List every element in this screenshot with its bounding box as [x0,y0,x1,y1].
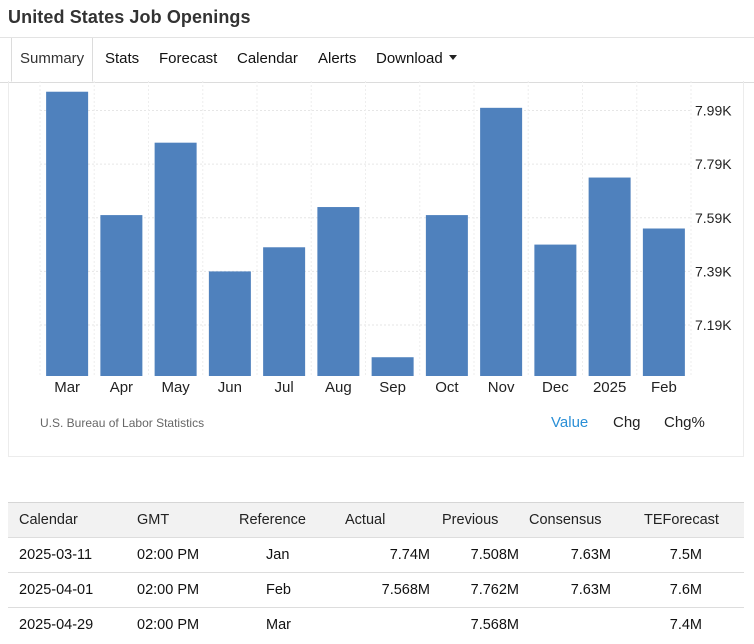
cell-previous: 7.568M [433,607,523,642]
cell-time: 02:00 PM [137,537,237,573]
tab-bar: Summary Stats Forecast Calendar Alerts D… [0,37,754,83]
bar-may[interactable] [154,142,197,376]
tab-download[interactable]: Download [376,38,457,82]
bar-mar[interactable] [46,91,89,377]
x-tick-label: May [161,379,190,396]
caret-down-icon [448,54,457,60]
cell-consensus: 7.63M [523,537,623,573]
table-row: 2025-03-11 02:00 PM Jan 7.74M 7.508M 7.6… [8,537,744,573]
bar-chart: Mar Apr May Jun Jul Aug Sep Oct Nov Dec 2025 Feb 7.1… [39,81,732,396]
cell-teforecast: 7.5M [623,537,744,573]
x-tick-label: Jul [275,379,294,396]
cell-time: 02:00 PM [137,607,237,642]
cell-actual [333,607,433,642]
bar-2025[interactable] [588,177,631,376]
cell-time: 02:00 PM [137,572,237,608]
cell-teforecast: 7.4M [623,607,744,642]
chart-panel: Mar Apr May Jun Jul Aug Sep Oct Nov Dec 2025 Feb 7.1… [8,81,744,457]
bar-jun[interactable] [208,271,251,376]
tab-calendar[interactable]: Calendar [237,50,298,67]
cell-consensus [523,607,623,642]
cell-date: 2025-04-29 [8,607,137,642]
cell-actual: 7.74M [333,537,433,573]
col-header-consensus: Consensus [523,502,623,538]
cell-reference: Jan [237,537,333,573]
cell-consensus: 7.63M [523,572,623,608]
bar-feb[interactable] [642,228,685,377]
cell-previous: 7.508M [433,537,523,573]
mode-chg-pct-button[interactable]: Chg% [664,414,705,431]
col-header-previous: Previous [433,502,523,538]
x-tick-label: 2025 [593,379,626,396]
x-tick-label: Sep [379,379,406,396]
table-row: 2025-04-29 02:00 PM Mar 7.568M 7.4M [8,607,744,642]
y-tick-label: 7.59K [695,210,732,226]
cell-reference: Feb [237,572,333,608]
cell-actual: 7.568M [333,572,433,608]
x-tick-label: Jun [218,379,242,396]
tab-download-label: Download [376,50,443,67]
tab-alerts[interactable]: Alerts [318,50,357,67]
bar-sep[interactable] [371,357,414,376]
col-header-calendar: Calendar [8,502,137,538]
tab-stats[interactable]: Stats [105,50,140,67]
source-label: U.S. Bureau of Labor Statistics [40,416,205,430]
y-tick-label: 7.79K [695,156,732,172]
cell-previous: 7.762M [433,572,523,608]
y-tick-label: 7.39K [695,263,732,279]
col-header-reference: Reference [237,502,333,538]
x-tick-label: Mar [54,379,80,396]
col-header-actual: Actual [333,502,433,538]
calendar-table: Calendar GMT Reference Actual Previous C… [8,502,744,642]
x-tick-label: Aug [325,379,352,396]
bar-apr[interactable] [100,215,143,376]
y-tick-label: 7.99K [695,103,732,119]
bar-nov[interactable] [480,107,523,377]
chart-gridlines [39,81,692,376]
y-tick-label: 7.19K [695,317,732,333]
cell-date: 2025-03-11 [8,537,137,573]
x-tick-label: Feb [651,379,677,396]
col-header-teforecast: TEForecast [623,502,744,538]
col-header-gmt: GMT [137,502,237,538]
tab-summary[interactable]: Summary [11,38,94,82]
bar-aug[interactable] [317,207,360,376]
mode-value-button[interactable]: Value [551,414,589,431]
tab-forecast[interactable]: Forecast [159,50,218,67]
bar-jul[interactable] [263,247,306,376]
cell-reference: Mar [237,607,333,642]
table-row: 2025-04-01 02:00 PM Feb 7.568M 7.762M 7.… [8,572,744,608]
x-tick-label: Apr [110,379,133,396]
page-title: United States Job Openings [8,7,251,27]
x-tick-label: Nov [488,379,515,396]
cell-teforecast: 7.6M [623,572,744,608]
mode-chg-button[interactable]: Chg [613,414,641,431]
x-tick-label: Oct [435,379,459,396]
table-header-row: Calendar GMT Reference Actual Previous C… [8,502,744,538]
x-tick-label: Dec [542,379,569,396]
bar-oct[interactable] [425,215,468,376]
bar-dec[interactable] [534,244,577,376]
cell-date: 2025-04-01 [8,572,137,608]
